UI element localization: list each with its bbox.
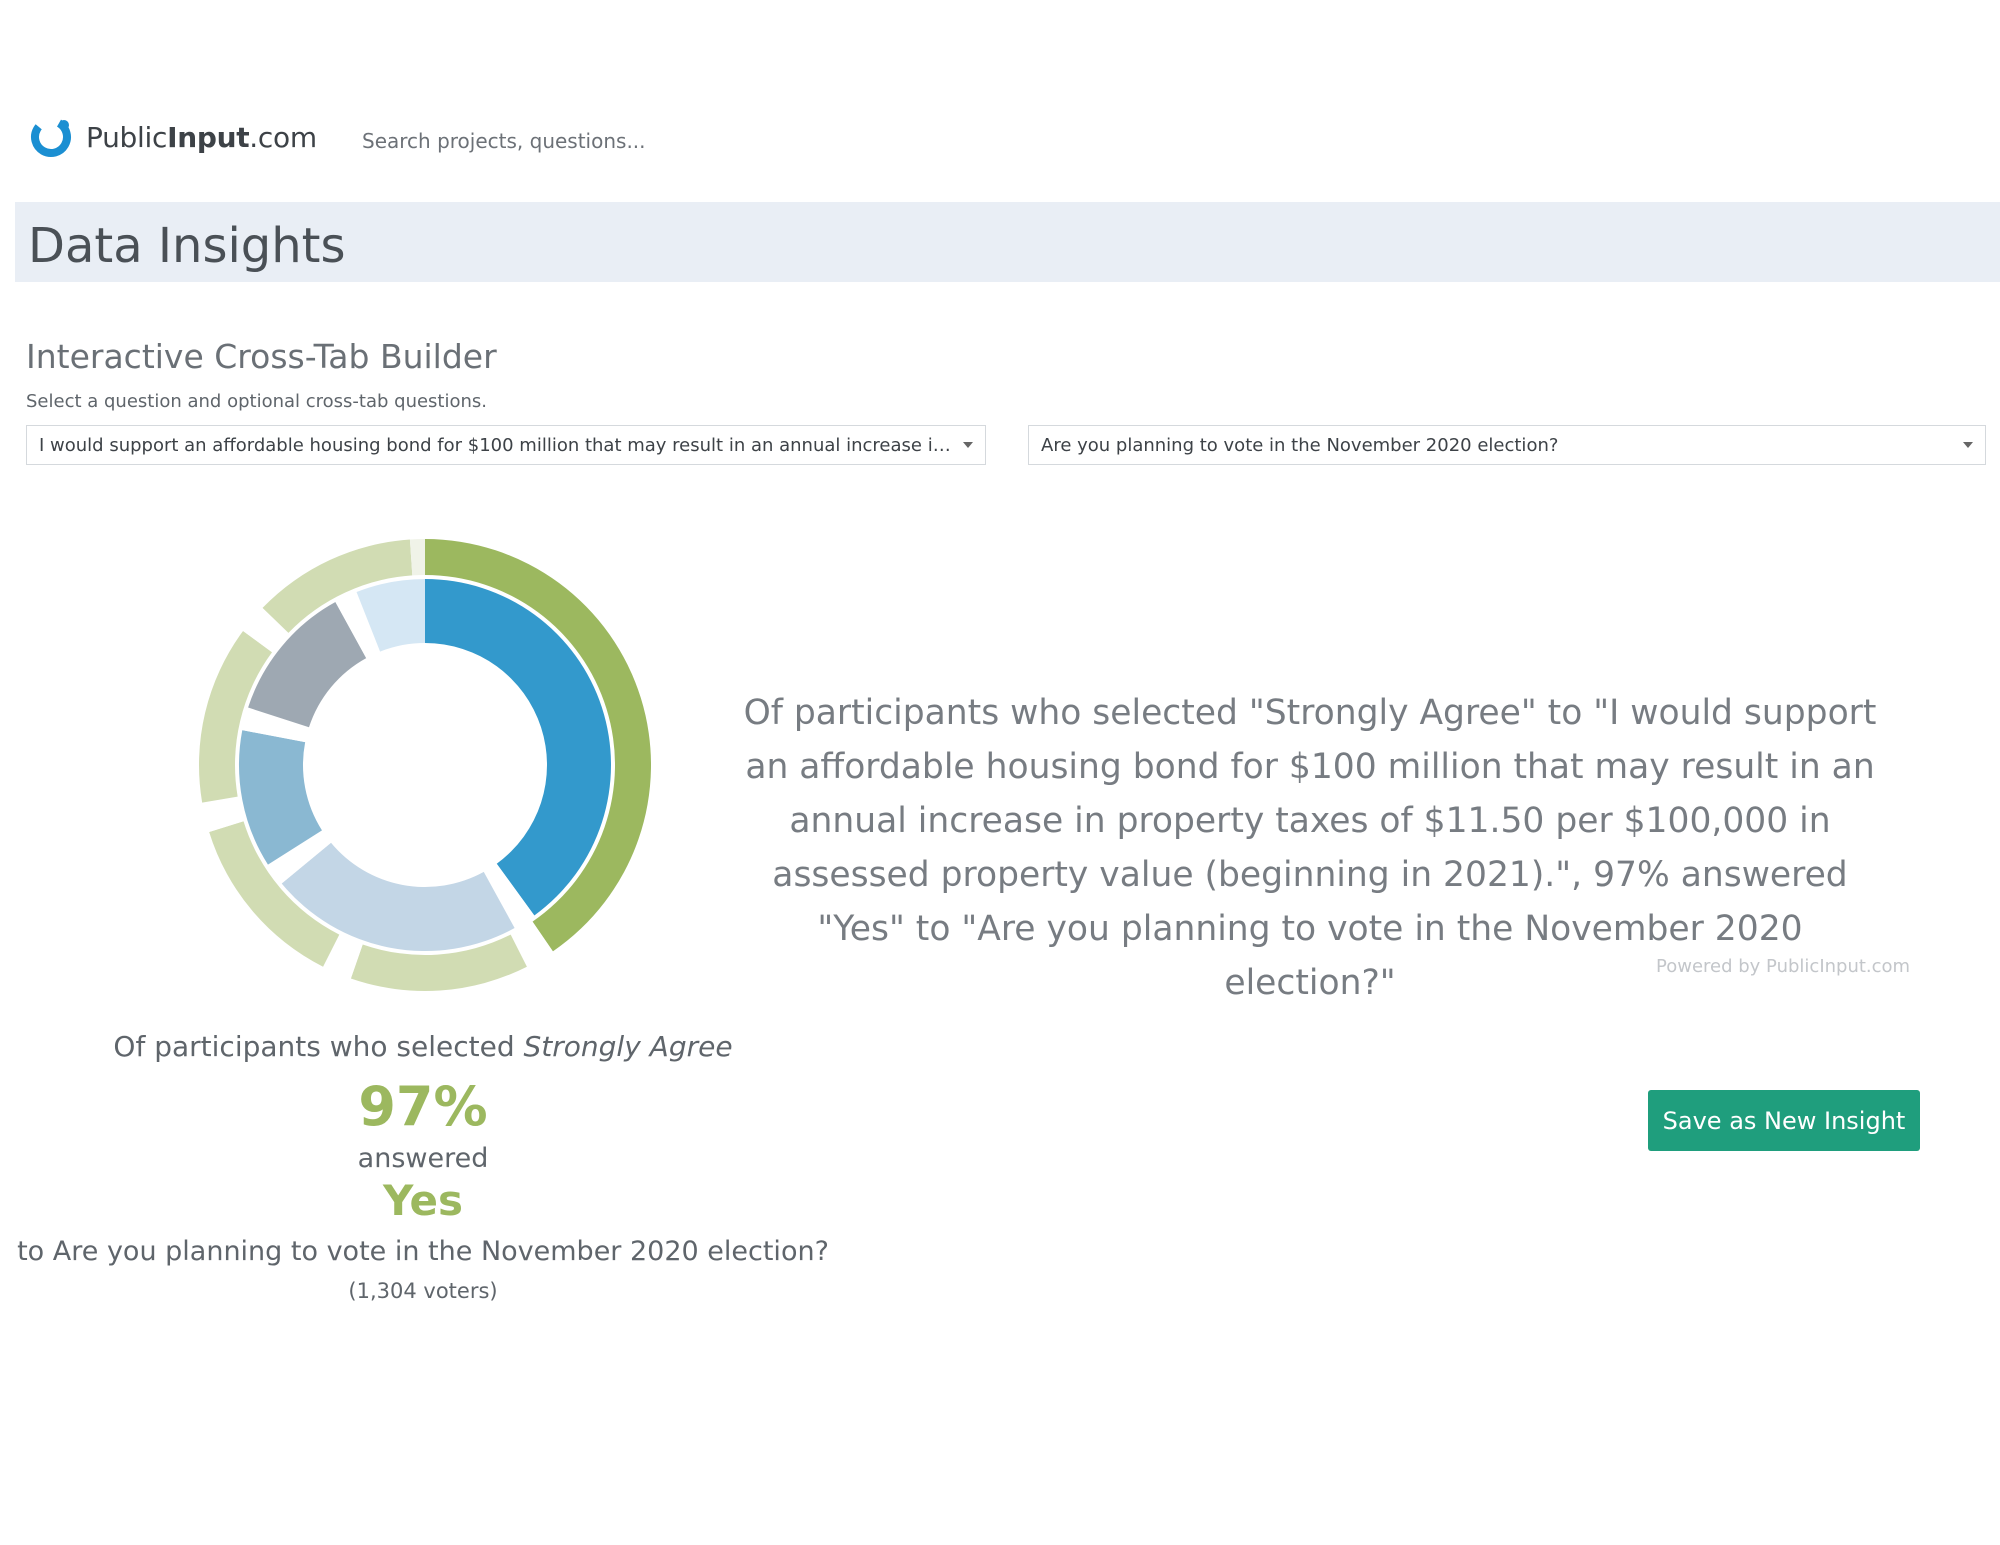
chevron-down-icon xyxy=(1963,442,1973,448)
inner-ring-segment-2[interactable] xyxy=(281,842,515,951)
inner-ring-segment-7[interactable] xyxy=(335,592,381,659)
stat-block: Of participants who selected Strongly Ag… xyxy=(0,1030,846,1303)
powered-by-text: Powered by PublicInput.com xyxy=(1656,956,1911,977)
primary-question-value: I would support an affordable housing bo… xyxy=(39,434,951,456)
selected-answer: Strongly Agree xyxy=(523,1030,733,1063)
inner-ring-segment-5[interactable] xyxy=(242,707,309,743)
inner-ring-segment-0[interactable] xyxy=(425,579,611,916)
crosstab-question-value: Are you planning to vote in the November… xyxy=(1041,434,1559,456)
outer-ring-segment-9[interactable] xyxy=(409,539,425,576)
stat-lead: Of participants who selected Strongly Ag… xyxy=(0,1030,846,1063)
stat-percent: 97% xyxy=(358,1075,488,1138)
stat-question: to Are you planning to vote in the Novem… xyxy=(17,1236,829,1267)
title-bar: Data Insights xyxy=(15,202,2000,282)
outer-ring-segment-5[interactable] xyxy=(202,796,244,832)
logo[interactable]: PublicInput.com xyxy=(28,114,317,160)
crosstab-donut-chart xyxy=(199,539,651,991)
outer-ring-segment-0[interactable] xyxy=(425,539,651,952)
outer-ring-segment-1[interactable] xyxy=(510,921,553,967)
outer-ring-segment-2[interactable] xyxy=(350,934,527,991)
page-title: Data Insights xyxy=(28,218,346,274)
stat-answered-label: answered xyxy=(357,1143,489,1174)
primary-question-select[interactable]: I would support an affordable housing bo… xyxy=(26,425,986,465)
search-input[interactable] xyxy=(362,122,882,160)
outer-ring-segment-6[interactable] xyxy=(199,630,273,803)
crosstab-question-select[interactable]: Are you planning to vote in the November… xyxy=(1028,425,1986,465)
stat-answer: Yes xyxy=(382,1176,464,1225)
logo-text: PublicInput.com xyxy=(86,120,317,154)
inner-ring-segment-3[interactable] xyxy=(267,830,331,884)
inner-ring-segment-8[interactable] xyxy=(356,579,425,652)
chevron-down-icon xyxy=(963,442,973,448)
inner-ring-segment-4[interactable] xyxy=(239,730,322,865)
outer-ring-segment-8[interactable] xyxy=(262,539,413,633)
instructions-text: Select a question and optional cross-tab… xyxy=(26,391,488,412)
stat-lead-text: Of participants who selected xyxy=(113,1030,524,1063)
section-title: Interactive Cross-Tab Builder xyxy=(26,337,497,376)
outer-ring-segment-7[interactable] xyxy=(243,607,289,653)
stat-voters: (1,304 voters) xyxy=(348,1279,498,1303)
inner-ring-segment-1[interactable] xyxy=(483,863,535,928)
insight-summary-text: Of participants who selected "Strongly A… xyxy=(743,693,1877,1003)
outer-ring-segment-3[interactable] xyxy=(323,934,363,979)
publicinput-logo-icon xyxy=(31,117,71,158)
outer-ring-segment-4[interactable] xyxy=(209,821,340,967)
save-as-new-insight-button[interactable]: Save as New Insight xyxy=(1648,1090,1920,1151)
inner-ring-segment-6[interactable] xyxy=(248,602,367,728)
